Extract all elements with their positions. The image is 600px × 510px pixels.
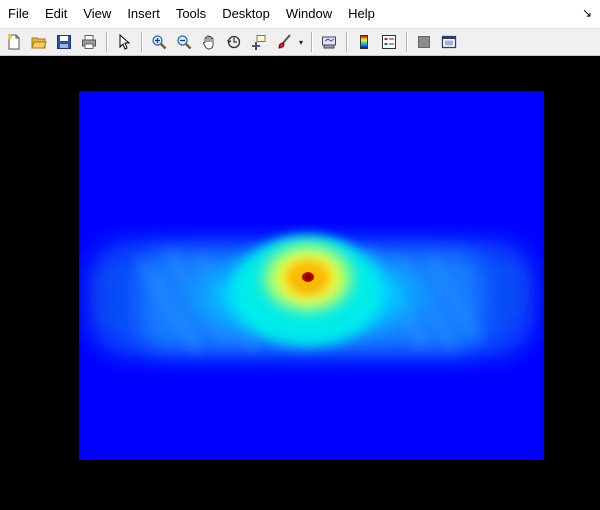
brush-dropdown-icon[interactable]: ▾	[298, 37, 303, 47]
print-icon[interactable]	[77, 31, 101, 53]
zoom-in-icon[interactable]	[147, 31, 171, 53]
figure-toolbar: ▾	[0, 28, 600, 56]
figure-canvas	[0, 56, 600, 510]
open-file-icon[interactable]	[27, 31, 51, 53]
rotate-3d-icon[interactable]	[222, 31, 246, 53]
hide-plot-tools-icon[interactable]	[412, 31, 436, 53]
menu-bar: File Edit View Insert Tools Desktop Wind…	[0, 0, 600, 28]
menu-file[interactable]: File	[8, 6, 29, 21]
toolbar-separator	[406, 32, 408, 52]
zoom-out-icon[interactable]	[172, 31, 196, 53]
menu-edit[interactable]: Edit	[44, 6, 68, 21]
heatmap-image[interactable]	[79, 91, 544, 460]
menu-view[interactable]: View	[83, 6, 112, 21]
save-icon[interactable]	[52, 31, 76, 53]
heatmap-svg	[79, 91, 544, 460]
legend-icon[interactable]	[377, 31, 401, 53]
menu-help[interactable]: Help	[348, 6, 375, 21]
colorbar-icon[interactable]	[352, 31, 376, 53]
brush-icon[interactable]	[272, 31, 296, 53]
menu-desktop[interactable]: Desktop	[222, 6, 270, 21]
pan-hand-icon[interactable]	[197, 31, 221, 53]
new-figure-icon[interactable]	[2, 31, 26, 53]
data-cursor-icon[interactable]	[247, 31, 271, 53]
link-plot-icon[interactable]	[317, 31, 341, 53]
dock-figure-icon[interactable]: ↘	[581, 6, 592, 20]
menu-tools[interactable]: Tools	[175, 6, 207, 21]
toolbar-separator	[311, 32, 313, 52]
toolbar-separator	[141, 32, 143, 52]
pointer-arrow-icon[interactable]	[112, 31, 136, 53]
menu-window[interactable]: Window	[285, 6, 333, 21]
toolbar-separator	[106, 32, 108, 52]
show-plot-tools-icon[interactable]	[437, 31, 461, 53]
menu-insert[interactable]: Insert	[127, 6, 160, 21]
toolbar-separator	[346, 32, 348, 52]
